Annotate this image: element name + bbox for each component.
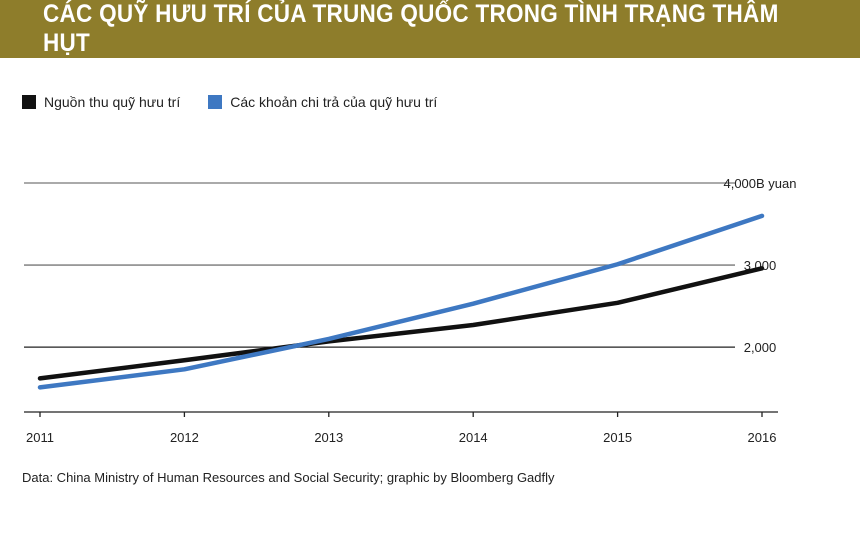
legend-item-revenue: Nguồn thu quỹ hưu trí bbox=[22, 94, 180, 110]
x-tick-label-2014: 2014 bbox=[459, 430, 488, 445]
x-tick-label-2012: 2012 bbox=[170, 430, 199, 445]
x-tick-label-2016: 2016 bbox=[748, 430, 777, 445]
chart-title: CÁC QUỸ HƯU TRÍ CỦA TRUNG QUỐC TRONG TÌN… bbox=[43, 0, 779, 57]
legend-swatch-expenditure bbox=[208, 95, 223, 109]
y-tick-label-4000: 4,000B yuan bbox=[723, 176, 796, 191]
x-tick-label-2013: 2013 bbox=[314, 430, 343, 445]
x-tick-label-2011: 2011 bbox=[26, 430, 54, 445]
title-bar: CÁC QUỸ HƯU TRÍ CỦA TRUNG QUỐC TRONG TÌN… bbox=[0, 0, 860, 58]
series-line-expenditure bbox=[37, 213, 765, 390]
legend-label-revenue: Nguồn thu quỹ hưu trí bbox=[44, 94, 181, 110]
legend-swatch-revenue bbox=[22, 95, 36, 109]
legend-label-expenditure: Các khoản chi trả của quỹ hưu trí bbox=[230, 94, 438, 110]
legend: Nguồn thu quỹ hưu trí Các khoản chi trả … bbox=[22, 92, 465, 112]
x-tick-label-2015: 2015 bbox=[603, 430, 632, 445]
series-line-revenue bbox=[37, 266, 765, 381]
y-tick-label-2000: 2,000 bbox=[744, 340, 777, 355]
legend-item-expenditure: Các khoản chi trả của quỹ hưu trí bbox=[208, 94, 437, 110]
source-note: Data: China Ministry of Human Resources … bbox=[22, 470, 555, 485]
